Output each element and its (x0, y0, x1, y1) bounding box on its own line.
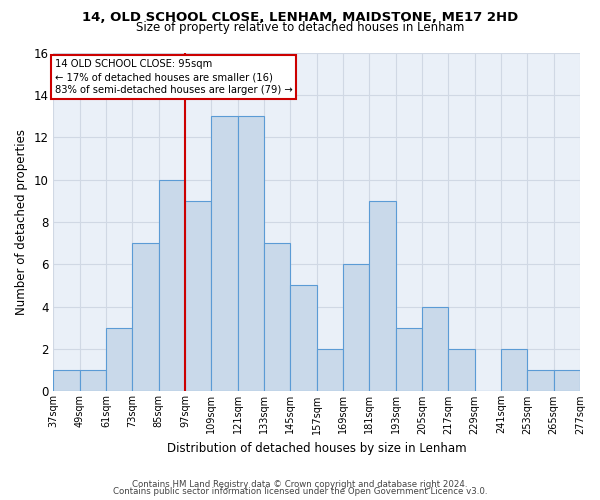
Bar (133, 243, 159, 392)
Bar (185, 201, 211, 392)
Bar (264, 243, 290, 392)
Bar (501, 349, 527, 392)
Bar (395, 328, 422, 392)
Y-axis label: Number of detached properties: Number of detached properties (15, 129, 28, 315)
Bar (527, 370, 554, 392)
Text: Contains public sector information licensed under the Open Government Licence v3: Contains public sector information licen… (113, 487, 487, 496)
Bar (211, 116, 238, 392)
Bar (80, 370, 106, 392)
Text: 14, OLD SCHOOL CLOSE, LENHAM, MAIDSTONE, ME17 2HD: 14, OLD SCHOOL CLOSE, LENHAM, MAIDSTONE,… (82, 11, 518, 24)
Bar (159, 180, 185, 392)
Bar (238, 116, 264, 392)
Bar (53, 370, 80, 392)
Text: Contains HM Land Registry data © Crown copyright and database right 2024.: Contains HM Land Registry data © Crown c… (132, 480, 468, 489)
Bar (290, 286, 317, 392)
Bar (554, 370, 580, 392)
Bar (343, 264, 370, 392)
Text: 14 OLD SCHOOL CLOSE: 95sqm
← 17% of detached houses are smaller (16)
83% of semi: 14 OLD SCHOOL CLOSE: 95sqm ← 17% of deta… (55, 59, 292, 96)
Bar (422, 306, 448, 392)
Bar (370, 201, 395, 392)
X-axis label: Distribution of detached houses by size in Lenham: Distribution of detached houses by size … (167, 442, 467, 455)
Bar (448, 349, 475, 392)
Bar (317, 349, 343, 392)
Text: Size of property relative to detached houses in Lenham: Size of property relative to detached ho… (136, 22, 464, 35)
Bar (106, 328, 133, 392)
